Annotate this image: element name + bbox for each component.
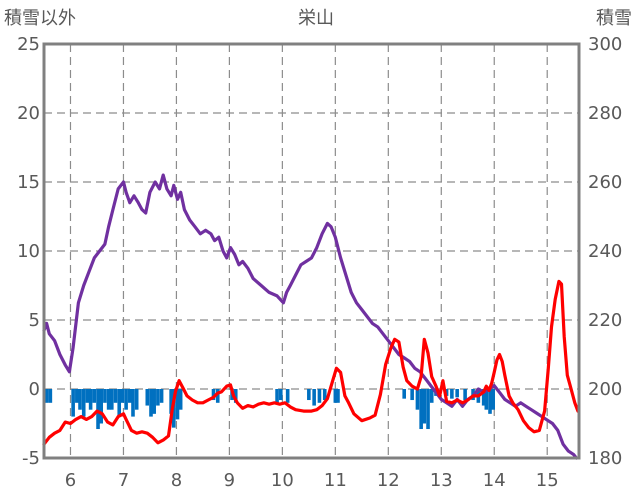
right-axis-label: 積雪 <box>596 8 632 29</box>
precipitation-bar <box>128 389 132 403</box>
tick-labels: 25 20 15 10 5 0 -5 300 280 260 240 220 200 180 6 7 8 9 10 1… <box>17 34 622 491</box>
precipitation-bar <box>99 389 104 424</box>
right-tick-label: 260 <box>588 172 622 193</box>
x-tick-label: 10 <box>271 470 294 491</box>
precipitation-bar <box>285 389 290 403</box>
precipitation-bar <box>278 389 283 401</box>
temperature-line <box>42 279 580 446</box>
precipitation-bar <box>317 389 322 403</box>
x-tick-label: 13 <box>430 470 453 491</box>
precipitation-bar <box>124 389 128 410</box>
precipitation-bar <box>450 389 454 399</box>
grid <box>44 44 579 458</box>
precipitation-bar <box>336 389 340 403</box>
precipitation-bar <box>103 389 107 403</box>
precipitation-bar <box>488 389 492 414</box>
x-tick-label: 11 <box>324 470 347 491</box>
precipitation-bar <box>120 389 125 403</box>
left-tick-label: 10 <box>17 241 40 262</box>
left-tick-label: 25 <box>17 34 40 55</box>
precipitation-bar <box>455 389 459 398</box>
precipitation-bar <box>71 389 75 417</box>
precipitation-bar <box>152 389 156 414</box>
left-tick-label: -5 <box>22 448 40 469</box>
precipitation-bar <box>426 389 430 430</box>
precipitation-bar <box>113 389 118 403</box>
precipitation-bar <box>134 389 139 410</box>
precipitation-bar <box>410 389 414 401</box>
left-tick-label: 0 <box>29 379 40 400</box>
precipitation-bar <box>92 389 97 403</box>
x-tick-label: 8 <box>171 470 182 491</box>
precipitation-bar <box>211 389 216 401</box>
precipitation-bar <box>106 389 111 410</box>
precipitation-bar <box>178 389 183 410</box>
precipitation-bar <box>78 389 82 410</box>
precipitation-bar <box>175 389 180 420</box>
precipitation-bar <box>484 389 489 410</box>
precipitation-bar <box>463 389 467 401</box>
precipitation-bar <box>149 389 153 417</box>
precipitation-bar <box>429 389 434 403</box>
precipitation-bar <box>85 389 90 403</box>
precipitation-bar <box>422 389 427 424</box>
series-lines <box>42 173 580 460</box>
left-axis-label: 積雪以外 <box>4 8 76 29</box>
precipitation-bar <box>402 389 406 399</box>
x-tick-label: 7 <box>118 470 129 491</box>
precipitation-bar <box>44 389 49 403</box>
precipitation-bar <box>159 389 164 403</box>
precipitation-bar <box>233 389 238 403</box>
precipitation-bar <box>88 389 93 410</box>
right-tick-label: 180 <box>588 448 622 469</box>
precipitation-bar <box>481 389 486 406</box>
precipitation-bar <box>117 389 122 417</box>
precipitation-bar <box>312 389 316 406</box>
precipitation-bar <box>75 389 79 403</box>
precipitation-bar <box>169 389 173 414</box>
precipitation-bar <box>307 389 311 401</box>
right-tick-label: 220 <box>588 310 622 331</box>
precipitation-bar <box>96 389 100 430</box>
left-tick-label: 15 <box>17 172 40 193</box>
precipitation-bar <box>215 389 220 403</box>
plot-frame <box>42 42 581 460</box>
right-tick-label: 240 <box>588 241 622 262</box>
x-tick-label: 9 <box>224 470 235 491</box>
right-tick-label: 200 <box>588 379 622 400</box>
precipitation-bar <box>156 389 160 406</box>
precipitation-bar <box>333 389 338 403</box>
x-tick-label: 14 <box>483 470 506 491</box>
chart-title: 栄山 <box>298 8 334 29</box>
right-tick-label: 300 <box>588 34 622 55</box>
x-tick-label: 15 <box>536 470 559 491</box>
left-tick-label: 20 <box>17 103 40 124</box>
precipitation-bar <box>419 389 423 430</box>
precipitation-bar <box>110 389 114 410</box>
precipitation-bar <box>275 389 279 403</box>
precipitation-bar <box>48 389 53 403</box>
x-tick-label: 12 <box>377 470 400 491</box>
x-tick-label: 6 <box>65 470 76 491</box>
right-tick-label: 280 <box>588 103 622 124</box>
precipitation-bar <box>131 389 135 417</box>
precipitation-bar <box>491 389 495 410</box>
precipitation-bar <box>145 389 150 406</box>
left-tick-label: 5 <box>29 310 40 331</box>
precipitation-bar <box>415 389 420 410</box>
precipitation-bar <box>81 389 86 417</box>
precipitation-bar <box>322 389 327 401</box>
